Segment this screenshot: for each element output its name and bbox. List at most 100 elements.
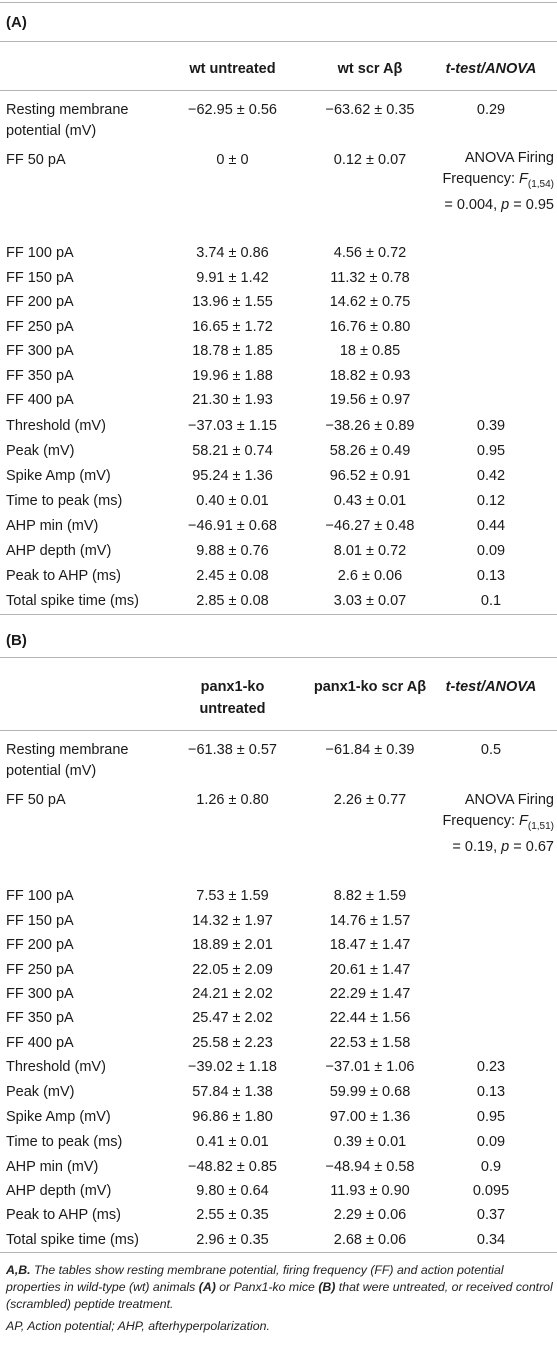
section-a-value-col2: 4.56 ± 0.72 — [333, 245, 407, 261]
section-b-row-label: FF 200 pA — [6, 937, 74, 953]
section-a-value-col2: 14.62 ± 0.75 — [329, 294, 411, 310]
section-b-value-col3: 0.13 — [476, 1084, 506, 1100]
section-b-value-col1: 96.86 ± 1.80 — [192, 1109, 273, 1125]
section-b-value-col1: 18.89 ± 2.01 — [192, 937, 273, 953]
section-b-value-col1: −48.82 ± 0.85 — [188, 1159, 277, 1175]
section-a-row-label: Resting membrane potential (mV) — [6, 102, 129, 139]
section-a-header-rule — [0, 90, 557, 91]
top-rule — [0, 2, 557, 3]
section-a-row-label: FF 150 pA — [6, 270, 74, 286]
section-a-value-col1: −46.91 ± 0.68 — [188, 518, 277, 534]
section-b-row-label: Resting membrane potential (mV) — [6, 742, 129, 779]
section-a-value-col2: 8.01 ± 0.72 — [333, 543, 407, 559]
section-b-row-label: Time to peak (ms) — [6, 1134, 123, 1150]
section-b-value-col2: 0.39 ± 0.01 — [333, 1134, 407, 1150]
section-b-value-col3: 0.37 — [476, 1207, 506, 1223]
section-b-value-col2: 2.26 ± 0.77 — [333, 792, 407, 808]
section-b-header-col3: t-test/ANOVA — [445, 679, 537, 695]
section-b-value-col1: 0.41 ± 0.01 — [196, 1134, 269, 1150]
section-b-value-col1: 24.21 ± 2.02 — [192, 986, 273, 1002]
section-b-row-label: FF 100 pA — [6, 888, 74, 904]
section-b-value-col1: −39.02 ± 1.18 — [188, 1059, 277, 1075]
section-a-row-label: Time to peak (ms) — [6, 493, 123, 509]
section-a-row-label: FF 250 pA — [6, 319, 74, 335]
section-b-value-col1: 2.55 ± 0.35 — [196, 1207, 269, 1223]
section-b-row-label: Threshold (mV) — [6, 1059, 106, 1075]
section-b-row-label: Spike Amp (mV) — [6, 1109, 111, 1125]
section-a-value-col3: 0.44 — [476, 518, 506, 534]
section-b-value-col3: 0.23 — [476, 1059, 506, 1075]
section-a-value-col2: 3.03 ± 0.07 — [333, 593, 407, 609]
section-a-value-col2: 16.76 ± 0.80 — [329, 319, 411, 335]
section-a-value-col1: 0 ± 0 — [216, 152, 249, 168]
section-a-value-col1: 13.96 ± 1.55 — [192, 294, 273, 310]
footnote-abbreviations: AP, Action potential; AHP, afterhyperpol… — [6, 1319, 270, 1333]
section-b-value-col1: 7.53 ± 1.59 — [196, 888, 269, 904]
section-a-row-label: Peak (mV) — [6, 443, 75, 459]
table-footnote: A,B. The tables show resting membrane po… — [6, 1263, 553, 1311]
section-a-row-label: FF 200 pA — [6, 294, 74, 310]
section-a-row-label: FF 100 pA — [6, 245, 74, 261]
section-b-anova-note: ANOVA Firing Frequency: F(1,51) = 0.19, … — [442, 792, 554, 855]
section-b-row-label: FF 250 pA — [6, 962, 74, 978]
section-a-value-col1: 19.96 ± 1.88 — [192, 368, 273, 384]
section-a-row-label: FF 300 pA — [6, 343, 74, 359]
section-b-value-col3: 0.95 — [476, 1109, 506, 1125]
section-b-bottom-rule — [0, 1252, 557, 1253]
section-a-value-col3: 0.42 — [476, 468, 506, 484]
section-a-anova-note: ANOVA Firing Frequency: F(1,54) = 0.004,… — [442, 150, 554, 213]
section-a-row-label: AHP min (mV) — [6, 518, 99, 534]
section-b-value-col2: 59.99 ± 0.68 — [329, 1084, 411, 1100]
section-b-label: (B) — [6, 632, 27, 649]
section-a-row-label: FF 400 pA — [6, 392, 74, 408]
section-a-header-col3: t-test/ANOVA — [445, 61, 537, 77]
section-a-row-label: AHP depth (mV) — [6, 543, 112, 559]
section-a-value-col2: −63.62 ± 0.35 — [325, 102, 415, 118]
section-b-row-label: Peak to AHP (ms) — [6, 1207, 121, 1223]
section-a-value-col1: 3.74 ± 0.86 — [196, 245, 269, 261]
section-a-value-col2: 96.52 ± 0.91 — [329, 468, 411, 484]
section-b-value-col1: 57.84 ± 1.38 — [192, 1084, 273, 1100]
section-a-label: (A) — [6, 14, 27, 31]
section-a-value-col2: 19.56 ± 0.97 — [329, 392, 411, 408]
section-b-value-col2: 20.61 ± 1.47 — [329, 962, 411, 978]
section-b-row-label: FF 350 pA — [6, 1010, 74, 1026]
section-a-value-col1: −62.95 ± 0.56 — [188, 102, 277, 118]
section-a-label-rule — [0, 41, 557, 42]
section-a-value-col3: 0.29 — [476, 102, 506, 118]
section-a-value-col2: 0.12 ± 0.07 — [333, 152, 407, 168]
section-b-value-col2: 18.47 ± 1.47 — [329, 937, 411, 953]
section-b-value-col1: 22.05 ± 2.09 — [192, 962, 273, 978]
section-b-row-label: Peak (mV) — [6, 1084, 75, 1100]
section-b-row-label: AHP depth (mV) — [6, 1183, 112, 1199]
section-b-value-col2: 2.68 ± 0.06 — [333, 1232, 407, 1248]
section-a-row-label: FF 50 pA — [6, 152, 66, 168]
section-a-value-col1: 58.21 ± 0.74 — [192, 443, 273, 459]
section-a-value-col1: 0.40 ± 0.01 — [196, 493, 269, 509]
section-a-row-label: Peak to AHP (ms) — [6, 568, 121, 584]
section-a-value-col3: 0.12 — [476, 493, 506, 509]
section-a-value-col3: 0.39 — [476, 418, 506, 434]
section-b-row-label: FF 50 pA — [6, 792, 66, 808]
section-a-value-col3: 0.95 — [476, 443, 506, 459]
section-b-value-col2: −37.01 ± 1.06 — [325, 1059, 415, 1075]
section-a-value-col2: 0.43 ± 0.01 — [333, 493, 407, 509]
section-b-value-col3: 0.34 — [476, 1232, 506, 1248]
section-a-row-label: Total spike time (ms) — [6, 593, 139, 609]
section-b-row-label: FF 150 pA — [6, 913, 74, 929]
section-a-value-col1: 16.65 ± 1.72 — [192, 319, 273, 335]
section-b-value-col3: 0.095 — [472, 1183, 510, 1199]
section-a-value-col1: 9.91 ± 1.42 — [196, 270, 269, 286]
section-a-value-col1: 2.85 ± 0.08 — [196, 593, 269, 609]
section-a-header-col2: wt scr Aβ — [337, 61, 403, 77]
section-b-value-col3: 0.09 — [476, 1134, 506, 1150]
section-a-value-col2: 18.82 ± 0.93 — [329, 368, 411, 384]
section-b-value-col1: 14.32 ± 1.97 — [192, 913, 273, 929]
section-a-value-col3: 0.09 — [476, 543, 506, 559]
section-b-value-col2: 22.44 ± 1.56 — [329, 1010, 411, 1026]
section-b-value-col1: 25.47 ± 2.02 — [192, 1010, 273, 1026]
section-b-value-col1: 25.58 ± 2.23 — [192, 1035, 273, 1051]
section-a-value-col3: 0.13 — [476, 568, 506, 584]
section-a-value-col1: 95.24 ± 1.36 — [192, 468, 273, 484]
section-b-row-label: FF 400 pA — [6, 1035, 74, 1051]
